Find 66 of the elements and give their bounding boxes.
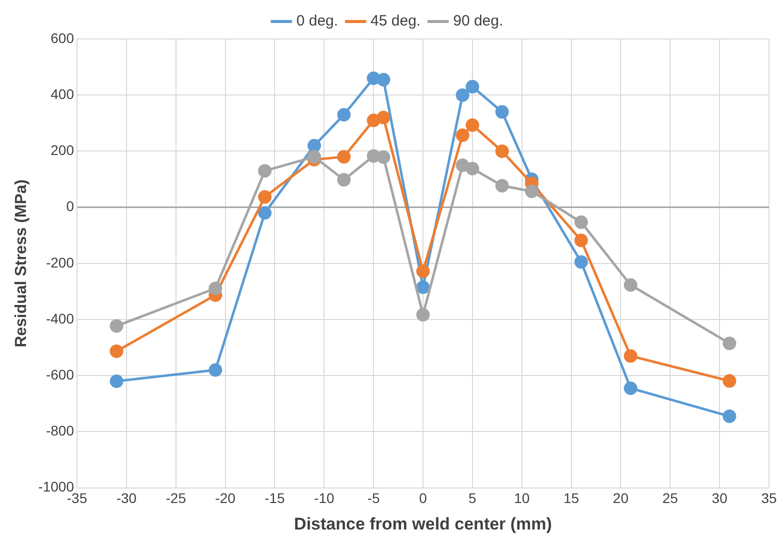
y-tick-label: 200	[50, 142, 74, 158]
y-tick-label: 0	[66, 198, 74, 214]
point	[110, 374, 124, 388]
y-tick-label: -600	[46, 366, 74, 382]
point	[524, 184, 538, 198]
point	[456, 128, 470, 142]
x-tick-label: 25	[662, 490, 678, 506]
point	[495, 144, 509, 158]
point	[337, 108, 351, 122]
point	[416, 280, 430, 294]
point	[308, 150, 322, 164]
point	[110, 319, 124, 333]
point	[466, 118, 480, 132]
point	[495, 178, 509, 192]
x-tick-label: 30	[712, 490, 728, 506]
point	[110, 344, 124, 358]
x-tick-label: 35	[761, 490, 777, 506]
point	[376, 110, 390, 124]
point	[258, 164, 272, 178]
point	[722, 374, 736, 388]
point	[456, 158, 470, 172]
point	[574, 255, 588, 269]
x-tick-label: -25	[166, 490, 186, 506]
point	[495, 105, 509, 119]
point	[376, 150, 390, 164]
legend-label: 45 deg.	[370, 12, 421, 30]
point	[574, 215, 588, 229]
point	[624, 381, 638, 395]
point	[466, 80, 480, 94]
point	[258, 190, 272, 204]
y-tick-label: -200	[46, 254, 74, 270]
x-axis-title: Distance from weld center (mm)	[294, 514, 552, 534]
point	[416, 264, 430, 278]
legend-label: 90 deg.	[453, 12, 504, 30]
point	[624, 349, 638, 363]
point	[337, 173, 351, 187]
x-tick-label: -5	[367, 490, 380, 506]
x-tick-label: -15	[264, 490, 286, 506]
point	[366, 114, 380, 128]
x-tick-label: 20	[612, 490, 629, 506]
point	[466, 162, 480, 176]
point	[337, 150, 351, 164]
y-tick-label: 400	[50, 86, 74, 102]
x-tick-label: 0	[419, 490, 428, 506]
point	[456, 88, 470, 102]
legend-label: 0 deg.	[296, 12, 338, 30]
y-tick-label: -800	[46, 422, 74, 439]
y-tick-label: 600	[50, 30, 74, 46]
point	[208, 363, 222, 377]
y-axis-title: Residual Stress (MPa)	[13, 179, 30, 348]
point	[624, 278, 638, 292]
point	[722, 410, 736, 424]
point	[258, 206, 272, 220]
point	[574, 234, 588, 248]
x-tick-label: 15	[564, 490, 580, 506]
x-tick-label: -30	[116, 490, 137, 506]
point	[208, 282, 222, 296]
point	[722, 336, 736, 350]
x-tick-label: -10	[314, 490, 334, 506]
x-tick-label: 5	[468, 490, 477, 506]
y-tick-label: -400	[46, 310, 74, 326]
x-tick-label: 10	[514, 490, 530, 506]
x-tick-label: -20	[215, 490, 236, 506]
point	[376, 72, 390, 86]
point	[416, 308, 430, 322]
point	[308, 138, 322, 152]
